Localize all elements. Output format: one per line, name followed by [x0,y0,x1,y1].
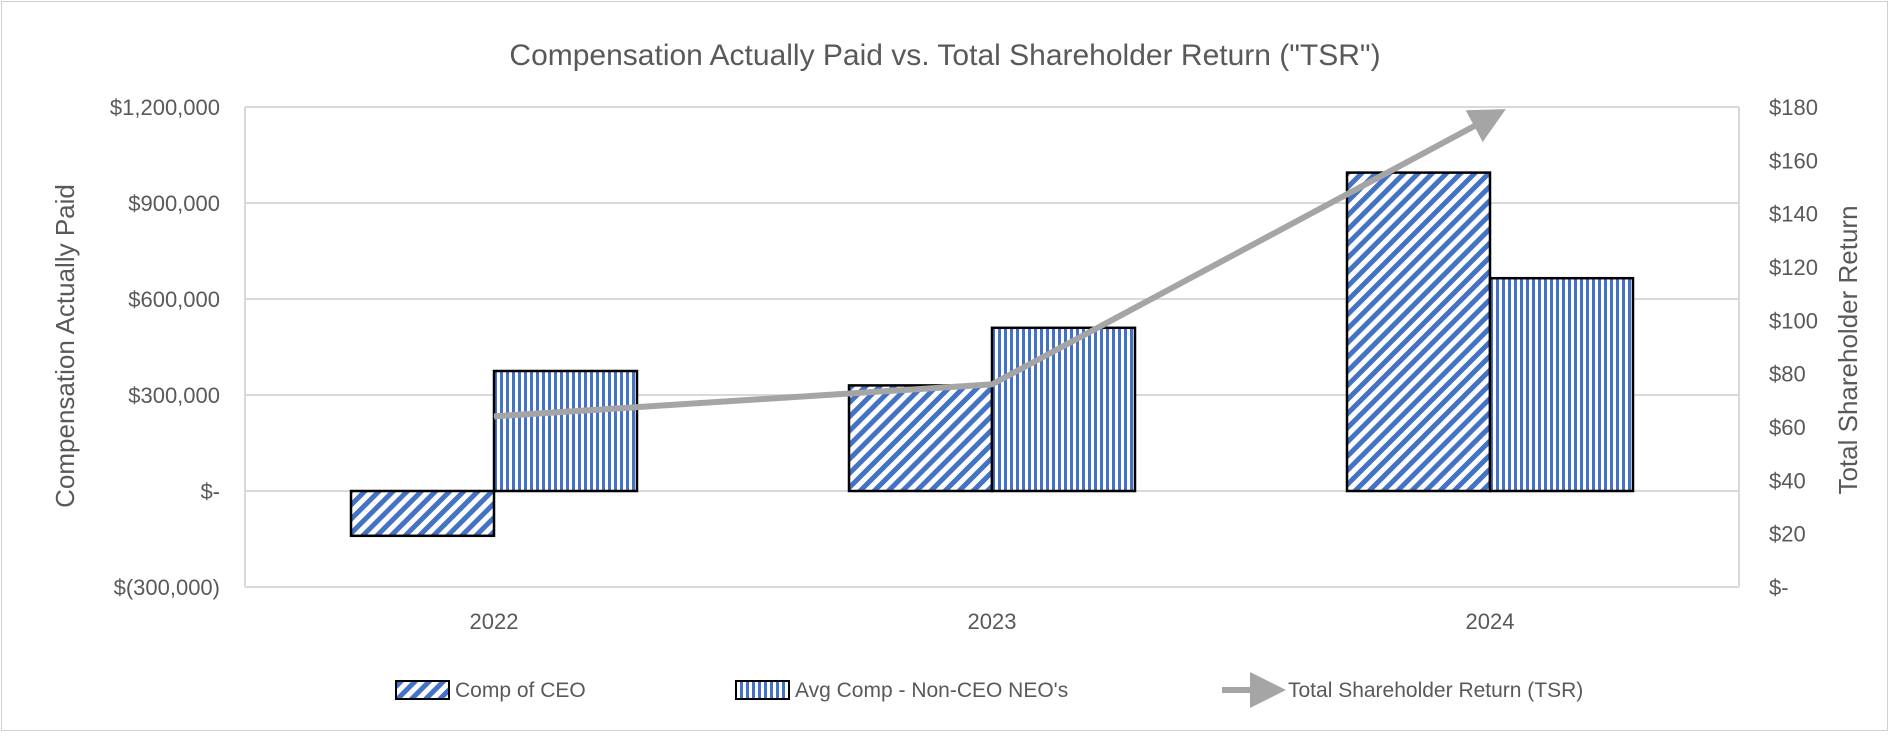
tsr-point [493,415,495,417]
y-right-tick-label: $100 [1769,308,1818,333]
y-right-tick-label: $180 [1769,95,1818,120]
bar-comp-of-ceo [349,489,496,538]
y-left-tick-label: $600,000 [128,287,220,312]
legend-swatch-comp-of-ceo [395,680,450,700]
tsr-point [991,383,993,385]
axes [244,107,1740,587]
y-right-axis-label: Total Shareholder Return [1833,205,1863,494]
tsr-line [493,109,1506,420]
x-tick-label: 2024 [1466,609,1515,634]
x-tick-label: 2023 [968,609,1017,634]
y-right-tick-label: $40 [1769,468,1806,493]
y-right-tick-label: $- [1769,575,1789,600]
bar-avg-comp-non-ceo [1488,276,1635,493]
y-left-tick-label: $- [200,479,220,504]
legend-item-comp-of-ceo: Comp of CEO [395,679,586,702]
y-right-tick-label: $140 [1769,202,1818,227]
y-right-tick-label: $120 [1769,255,1818,280]
y-left-tick-label: $1,200,000 [110,95,220,120]
legend-swatch-avg-comp [735,680,790,700]
y-right-tick-label: $80 [1769,362,1806,387]
legend-label-tsr: Total Shareholder Return (TSR) [1288,679,1583,702]
y-left-tick-label: $300,000 [128,383,220,408]
y-left-tick-label: $900,000 [128,191,220,216]
legend: Comp of CEO Avg Comp - Non-CEO NEO's Tot… [395,672,1583,708]
legend-label-avg-comp: Avg Comp - Non-CEO NEO's [795,679,1068,702]
y-left-tick-label: $(300,000) [114,575,220,600]
x-tick-label: 2022 [470,609,519,634]
bars [349,171,1635,538]
legend-item-tsr: Total Shareholder Return (TSR) [1222,672,1583,708]
y-right-tick-label: $60 [1769,415,1806,440]
chart-title: Compensation Actually Paid vs. Total Sha… [509,39,1380,72]
bar-avg-comp-non-ceo [990,326,1137,493]
y-right-tick-label: $160 [1769,148,1818,173]
legend-label-comp-of-ceo: Comp of CEO [455,679,586,702]
bar-comp-of-ceo [847,384,994,493]
y-left-axis-label: Compensation Actually Paid [50,184,80,508]
tick-labels: $(300,000) $- $300,000 $600,000 $900,000 $1,2… [110,95,1818,634]
tsr-point [1489,117,1491,119]
bar-comp-of-ceo [1345,171,1492,493]
bar-avg-comp-non-ceo [492,369,639,493]
legend-item-avg-comp: Avg Comp - Non-CEO NEO's [735,679,1068,702]
y-right-tick-label: $20 [1769,522,1806,547]
